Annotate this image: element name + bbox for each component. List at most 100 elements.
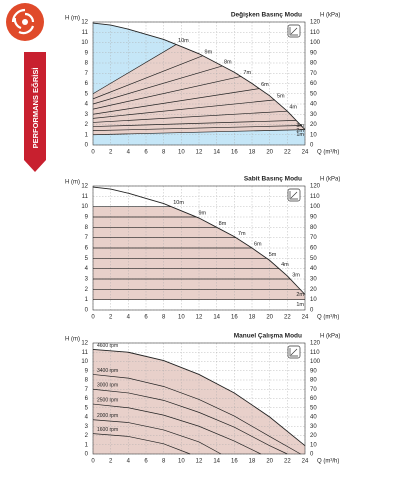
x-tick-label: 12 <box>196 315 203 321</box>
y2-tick-label: 10 <box>310 442 317 448</box>
y-tick-label: 7 <box>85 235 89 241</box>
y2-tick-label: 20 <box>310 433 317 439</box>
curve <box>92 44 177 95</box>
y2-tick-label: 20 <box>310 122 317 128</box>
y-tick-label: 8 <box>85 225 89 231</box>
y-tick-label: 4 <box>85 266 89 272</box>
x-tick-label: 0 <box>91 315 95 321</box>
curve-label: 8m <box>219 221 227 227</box>
mode-icon <box>287 24 301 38</box>
y-tick-label: 1 <box>85 297 89 303</box>
y2-tick-label: 90 <box>310 215 317 221</box>
x-tick-label: 2 <box>109 315 113 321</box>
x-tick-label: 0 <box>91 459 95 465</box>
x-axis-label: Q (m³/h) <box>317 315 339 321</box>
x-tick-label: 14 <box>213 315 220 321</box>
x-tick-label: 6 <box>144 459 148 465</box>
icon-glyph <box>289 27 298 36</box>
y-tick-label: 7 <box>85 387 89 393</box>
y2-tick-label: 0 <box>310 143 314 149</box>
x-tick-label: 4 <box>127 315 131 321</box>
curve-label: 10m <box>178 38 189 44</box>
curve <box>92 55 203 100</box>
y-tick-label: 6 <box>85 246 89 252</box>
x-tick-label: 4 <box>127 459 131 465</box>
y2-tick-label: 60 <box>310 246 317 252</box>
curve <box>92 186 306 295</box>
curve-label: 8m <box>224 60 232 66</box>
curve-label: 6m <box>261 82 269 88</box>
curve-label: 3m <box>292 272 300 278</box>
y2-tick-label: 0 <box>310 308 314 314</box>
y2-tick-label: 70 <box>310 235 317 241</box>
curve-label: 10m <box>173 200 184 206</box>
x-tick-label: 18 <box>249 150 256 156</box>
x-tick-label: 24 <box>302 315 309 321</box>
curve <box>92 419 222 455</box>
y-tick-label: 4 <box>85 102 89 108</box>
y-tick-label: 8 <box>85 378 89 384</box>
y-tick-label: 12 <box>81 184 88 190</box>
x-tick-label: 22 <box>284 150 291 156</box>
y-tick-label: 8 <box>85 61 89 67</box>
y-tick-label: 4 <box>85 415 89 421</box>
y2-tick-label: 120 <box>310 341 321 347</box>
x-tick-label: 8 <box>162 150 166 156</box>
y-tick-label: 10 <box>81 204 88 210</box>
y-tick-label: 2 <box>85 122 89 128</box>
y2-tick-label: 110 <box>310 350 320 356</box>
x-axis-label: Q (m³/h) <box>317 150 339 156</box>
chart-title: Sabit Basınç Modu <box>244 176 302 183</box>
curve <box>92 110 288 123</box>
y-tick-label: 11 <box>82 350 89 356</box>
y2-tick-label: 0 <box>310 452 314 458</box>
curve <box>92 374 301 455</box>
curve-label: 3000 rpm <box>97 383 118 389</box>
x-tick-label: 0 <box>91 150 95 156</box>
curve-label: 9m <box>198 210 206 216</box>
y2-tick-label: 10 <box>310 132 317 138</box>
logo <box>6 3 44 41</box>
x-tick-label: 10 <box>178 459 185 465</box>
curve <box>92 403 261 455</box>
curve <box>92 75 242 110</box>
curve <box>92 22 306 130</box>
y-tick-label: 2 <box>85 433 89 439</box>
y2-tick-label: 40 <box>310 415 317 421</box>
chart-title: Değişken Basınç Modu <box>231 12 302 19</box>
x-tick-label: 12 <box>196 150 203 156</box>
y-tick-label: 12 <box>81 341 88 347</box>
y-tick-label: 5 <box>85 91 89 97</box>
curve-label: 2m <box>296 292 304 298</box>
y2-tick-label: 30 <box>310 277 317 283</box>
x-tick-label: 10 <box>178 150 185 156</box>
y2-tick-label: 60 <box>310 81 317 87</box>
curve-label: 1m <box>296 132 304 138</box>
curve-label: 4m <box>281 262 289 268</box>
x-tick-label: 14 <box>213 150 220 156</box>
y2-axis-label: H (kPa) <box>320 334 340 340</box>
plot-frame <box>92 21 306 146</box>
y-tick-label: 12 <box>81 20 88 26</box>
y2-tick-label: 50 <box>310 91 317 97</box>
curve-label: 3400 rpm <box>97 368 118 374</box>
x-tick-label: 24 <box>302 150 309 156</box>
curve <box>92 120 297 127</box>
y-tick-label: 9 <box>85 50 89 56</box>
curve <box>92 125 302 131</box>
curve <box>92 65 223 105</box>
y-tick-label: 1 <box>85 442 89 448</box>
y2-tick-label: 90 <box>310 368 317 374</box>
x-tick-label: 20 <box>266 459 273 465</box>
y2-tick-label: 120 <box>310 20 321 26</box>
y-axis-label: H (m) <box>65 16 80 22</box>
y2-tick-label: 50 <box>310 405 317 411</box>
y2-tick-label: 90 <box>310 50 317 56</box>
mode-icon <box>287 345 301 359</box>
x-tick-label: 22 <box>284 459 291 465</box>
y-tick-label: 9 <box>85 215 89 221</box>
y2-tick-label: 110 <box>310 30 320 36</box>
y-tick-label: 7 <box>85 71 89 77</box>
x-axis-label: Q (m³/h) <box>317 459 339 465</box>
